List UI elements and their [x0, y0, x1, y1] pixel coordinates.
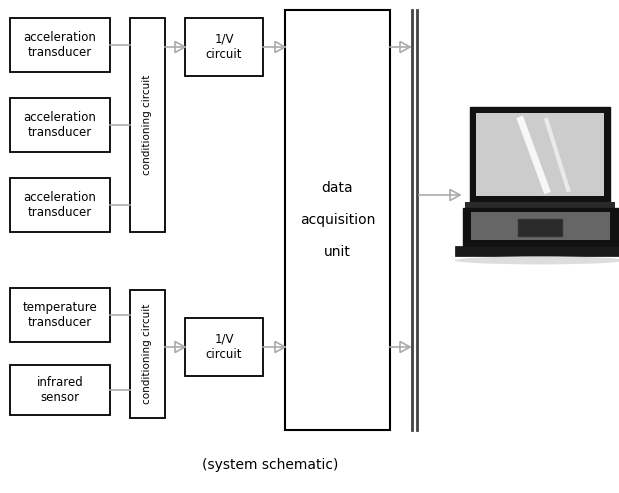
Bar	[130, 290, 165, 418]
Bar	[185, 318, 263, 376]
Bar	[130, 18, 165, 232]
Bar	[10, 98, 110, 152]
Bar	[470, 107, 610, 203]
Text: 1/V
circuit: 1/V circuit	[206, 33, 242, 61]
Polygon shape	[175, 41, 185, 52]
Bar	[470, 212, 610, 241]
Bar	[10, 178, 110, 232]
Text: 1/V
circuit: 1/V circuit	[206, 333, 242, 361]
Text: (system schematic): (system schematic)	[202, 458, 338, 472]
Polygon shape	[275, 342, 285, 352]
Polygon shape	[400, 342, 410, 352]
Text: acceleration
transducer: acceleration transducer	[24, 31, 97, 59]
Polygon shape	[400, 41, 410, 52]
Text: data

acquisition

unit: data acquisition unit	[300, 180, 375, 259]
Text: temperature
transducer: temperature transducer	[23, 301, 97, 329]
Bar	[10, 18, 110, 72]
Bar	[10, 288, 110, 342]
Polygon shape	[175, 342, 185, 352]
Polygon shape	[275, 41, 285, 52]
Bar	[285, 10, 390, 430]
Text: conditioning circuit: conditioning circuit	[142, 75, 152, 175]
Text: acceleration
transducer: acceleration transducer	[24, 111, 97, 139]
Bar	[476, 113, 604, 196]
Bar	[454, 246, 619, 256]
Bar	[462, 209, 618, 246]
Bar	[465, 203, 615, 209]
Bar	[518, 219, 561, 236]
Polygon shape	[450, 189, 460, 201]
Text: conditioning circuit: conditioning circuit	[142, 304, 152, 404]
Ellipse shape	[455, 256, 619, 264]
Bar	[185, 18, 263, 76]
Text: acceleration
transducer: acceleration transducer	[24, 191, 97, 219]
Bar	[10, 365, 110, 415]
Text: infrared
sensor: infrared sensor	[37, 376, 84, 404]
